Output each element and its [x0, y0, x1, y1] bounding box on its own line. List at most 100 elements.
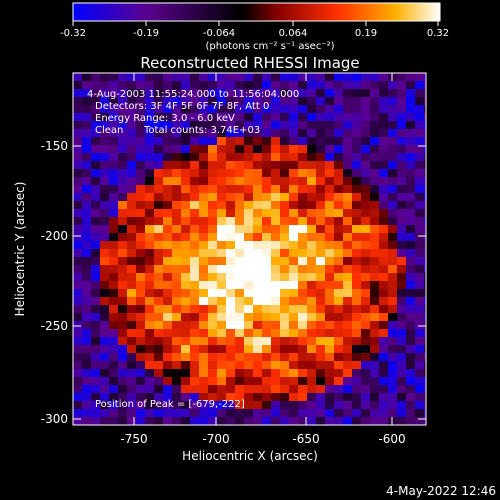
image-pixel: [208, 177, 218, 186]
image-pixel: [352, 329, 362, 338]
image-pixel: [316, 233, 326, 242]
image-pixel: [298, 401, 308, 410]
image-pixel: [109, 233, 119, 242]
image-pixel: [73, 289, 83, 298]
image-pixel: [145, 105, 155, 114]
image-pixel: [109, 305, 119, 314]
image-pixel: [127, 401, 137, 410]
image-pixel: [370, 161, 380, 170]
image-pixel: [280, 233, 290, 242]
image-pixel: [334, 345, 344, 354]
image-pixel: [379, 73, 389, 82]
image-pixel: [379, 241, 389, 250]
image-pixel: [343, 137, 353, 146]
annotation-peak-position: Position of Peak = [-679,-222]: [95, 399, 245, 410]
image-pixel: [415, 241, 425, 250]
image-pixel: [73, 417, 83, 425]
image-pixel: [280, 265, 290, 274]
image-pixel: [190, 385, 200, 394]
image-pixel: [163, 209, 173, 218]
image-pixel: [172, 241, 182, 250]
image-pixel: [424, 193, 426, 202]
image-pixel: [244, 81, 254, 90]
image-pixel: [271, 201, 281, 210]
image-pixel: [253, 81, 263, 90]
image-pixel: [334, 121, 344, 130]
image-pixel: [280, 393, 290, 402]
image-pixel: [73, 137, 83, 146]
image-pixel: [289, 137, 299, 146]
image-pixel: [298, 81, 308, 90]
image-pixel: [181, 305, 191, 314]
image-pixel: [163, 305, 173, 314]
image-pixel: [388, 297, 398, 306]
image-pixel: [406, 201, 416, 210]
image-pixel: [154, 353, 164, 362]
image-pixel: [244, 257, 254, 266]
image-pixel: [73, 241, 83, 250]
image-pixel: [352, 393, 362, 402]
image-pixel: [262, 377, 272, 386]
image-pixel: [127, 97, 137, 106]
image-pixel: [262, 273, 272, 282]
image-pixel: [406, 105, 416, 114]
image-pixel: [154, 417, 164, 425]
image-pixel: [343, 145, 353, 154]
image-pixel: [73, 73, 83, 82]
image-pixel: [235, 185, 245, 194]
image-pixel: [316, 409, 326, 418]
image-pixel: [136, 417, 146, 425]
image-pixel: [172, 169, 182, 178]
image-pixel: [289, 89, 299, 98]
image-pixel: [208, 73, 218, 82]
image-pixel: [343, 185, 353, 194]
image-pixel: [217, 321, 227, 330]
image-pixel: [109, 297, 119, 306]
image-pixel: [370, 377, 380, 386]
image-pixel: [109, 361, 119, 370]
image-pixel: [253, 345, 263, 354]
image-pixel: [397, 265, 407, 274]
image-pixel: [82, 113, 92, 122]
image-pixel: [307, 297, 317, 306]
image-pixel: [136, 89, 146, 98]
image-pixel: [334, 273, 344, 282]
image-pixel: [253, 129, 263, 138]
image-pixel: [208, 137, 218, 146]
image-pixel: [370, 353, 380, 362]
image-pixel: [343, 257, 353, 266]
image-pixel: [127, 393, 137, 402]
image-pixel: [163, 201, 173, 210]
image-pixel: [424, 409, 426, 418]
image-pixel: [109, 97, 119, 106]
image-pixel: [370, 153, 380, 162]
image-pixel: [307, 369, 317, 378]
image-pixel: [118, 201, 128, 210]
image-pixel: [118, 345, 128, 354]
image-pixel: [325, 233, 335, 242]
image-pixel: [82, 409, 92, 418]
image-pixel: [379, 289, 389, 298]
image-pixel: [226, 313, 236, 322]
image-pixel: [334, 385, 344, 394]
image-pixel: [388, 345, 398, 354]
image-pixel: [109, 313, 119, 322]
image-pixel: [298, 73, 308, 82]
image-pixel: [82, 209, 92, 218]
image-pixel: [316, 289, 326, 298]
image-pixel: [217, 129, 227, 138]
image-pixel: [235, 361, 245, 370]
image-pixels: [73, 73, 426, 425]
image-pixel: [109, 121, 119, 130]
image-pixel: [91, 137, 101, 146]
image-pixel: [307, 121, 317, 130]
image-pixel: [307, 169, 317, 178]
image-pixel: [199, 345, 209, 354]
image-pixel: [280, 105, 290, 114]
image-pixel: [100, 89, 110, 98]
image-pixel: [127, 145, 137, 154]
image-pixel: [253, 73, 263, 82]
image-pixel: [415, 105, 425, 114]
image-pixel: [352, 105, 362, 114]
image-pixel: [280, 153, 290, 162]
